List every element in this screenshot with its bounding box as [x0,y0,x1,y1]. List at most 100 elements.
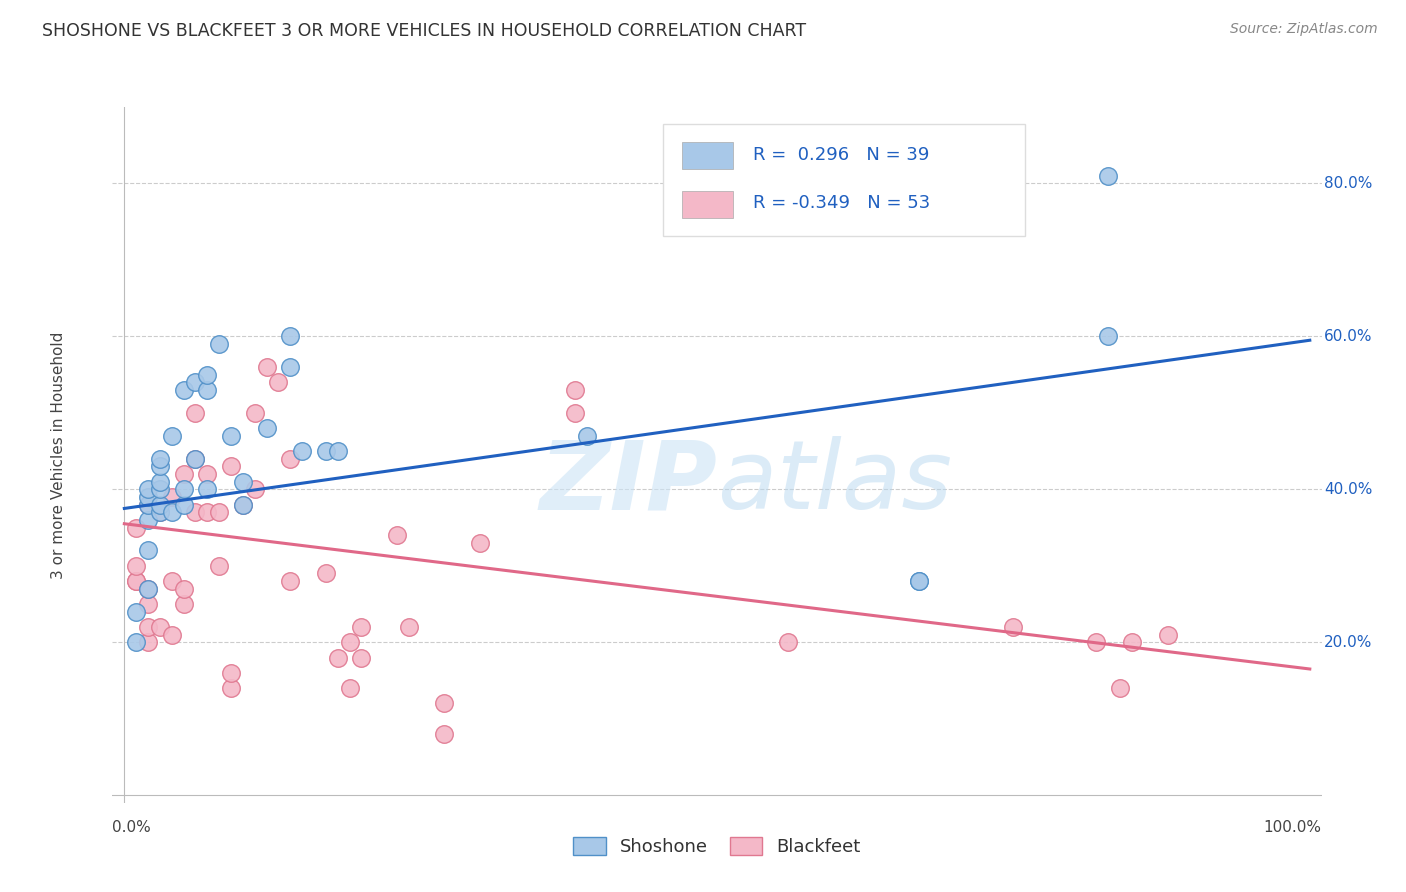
Point [326,650,349,665]
Point [278,451,301,466]
Point [243,483,266,497]
Text: 40.0%: 40.0% [1324,482,1372,497]
Point [136,582,159,596]
Point [184,406,207,420]
Point [232,498,254,512]
Point [195,467,218,481]
Point [149,459,172,474]
Point [350,650,373,665]
Point [136,498,159,512]
Point [468,536,491,550]
Point [184,451,207,466]
Point [173,483,195,497]
Point [184,505,207,519]
Point [219,665,242,680]
Point [575,429,598,443]
Text: 0.0%: 0.0% [112,821,152,835]
FancyBboxPatch shape [682,191,734,218]
Point [326,444,349,458]
Point [433,697,456,711]
Point [219,429,242,443]
FancyBboxPatch shape [682,142,734,169]
Point [160,627,183,641]
Point [160,429,183,443]
Point [232,475,254,489]
Point [173,498,195,512]
Point [195,483,218,497]
Point [136,620,159,634]
Point [1121,635,1143,649]
Point [195,383,218,397]
Point [136,513,159,527]
Point [184,376,207,390]
Point [125,574,148,588]
Point [125,605,148,619]
FancyBboxPatch shape [662,124,1025,235]
Point [195,505,218,519]
Point [136,582,159,596]
Text: 20.0%: 20.0% [1324,635,1372,649]
Point [243,406,266,420]
Point [278,359,301,374]
Point [350,620,373,634]
Point [208,337,231,351]
Text: 80.0%: 80.0% [1324,176,1372,191]
Point [291,444,314,458]
Point [149,451,172,466]
Point [149,483,172,497]
Point [125,558,148,573]
Point [149,505,172,519]
Point [398,620,420,634]
Point [149,620,172,634]
Text: 60.0%: 60.0% [1324,329,1372,344]
Point [1156,627,1178,641]
Point [1002,620,1025,634]
Point [160,490,183,504]
Point [173,383,195,397]
Point [136,635,159,649]
Point [160,574,183,588]
Point [433,727,456,741]
Legend: Shoshone, Blackfeet: Shoshone, Blackfeet [567,830,868,863]
Point [315,444,337,458]
Point [907,574,929,588]
Point [173,467,195,481]
Point [125,574,148,588]
Point [907,574,929,588]
Point [232,498,254,512]
Point [339,681,361,695]
Point [219,681,242,695]
Point [136,543,159,558]
Point [184,451,207,466]
Point [136,498,159,512]
Point [1097,169,1119,183]
Point [173,582,195,596]
Point [385,528,408,542]
Text: R = -0.349   N = 53: R = -0.349 N = 53 [752,194,929,212]
Point [149,505,172,519]
Text: R =  0.296   N = 39: R = 0.296 N = 39 [752,145,929,163]
Point [1097,329,1119,343]
Point [136,490,159,504]
Point [267,376,290,390]
Point [136,483,159,497]
Point [219,459,242,474]
Point [160,505,183,519]
Point [1085,635,1108,649]
Text: 100.0%: 100.0% [1264,821,1322,835]
Point [315,566,337,581]
Point [339,635,361,649]
Point [208,558,231,573]
Point [208,505,231,519]
Text: ZIP: ZIP [538,436,717,529]
Point [278,574,301,588]
Text: SHOSHONE VS BLACKFEET 3 OR MORE VEHICLES IN HOUSEHOLD CORRELATION CHART: SHOSHONE VS BLACKFEET 3 OR MORE VEHICLES… [42,22,806,40]
Point [173,597,195,611]
Point [149,475,172,489]
Point [564,406,586,420]
Text: 3 or more Vehicles in Household: 3 or more Vehicles in Household [51,331,66,579]
Point [125,635,148,649]
Point [125,520,148,534]
Text: atlas: atlas [717,436,952,529]
Point [1109,681,1132,695]
